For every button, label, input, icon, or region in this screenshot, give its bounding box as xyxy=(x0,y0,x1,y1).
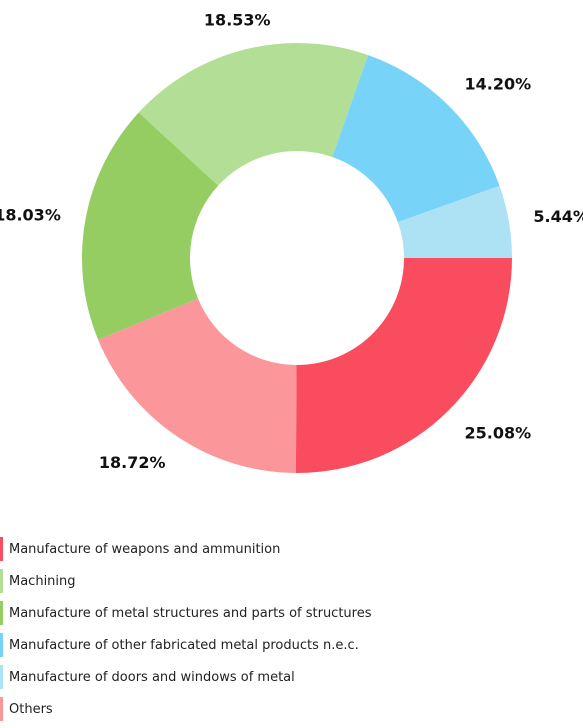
legend-swatch xyxy=(0,569,3,593)
legend-label: Manufacture of weapons and ammunition xyxy=(9,541,281,557)
legend-item: Manufacture of doors and windows of meta… xyxy=(0,665,583,689)
legend-item: Machining xyxy=(0,569,583,593)
legend-label: Machining xyxy=(9,573,76,589)
legend-item: Manufacture of other fabricated metal pr… xyxy=(0,633,583,657)
donut-slice xyxy=(295,258,512,473)
legend-swatch xyxy=(0,537,3,561)
slice-percent-label: 18.53% xyxy=(204,10,271,29)
legend-item: Others xyxy=(0,697,583,721)
legend-label: Manufacture of other fabricated metal pr… xyxy=(9,637,359,653)
donut-chart: 25.08% 18.72% 18.03% 18.53% 14.20% 5.44% xyxy=(0,10,583,473)
legend-label: Manufacture of metal structures and part… xyxy=(9,605,372,621)
slice-percent-label: 5.44% xyxy=(533,207,583,226)
donut-slice-labels: 25.08% 18.72% 18.03% 18.53% 14.20% 5.44% xyxy=(0,10,583,472)
donut-slice xyxy=(138,42,369,186)
legend-swatch xyxy=(0,697,3,721)
donut-slice xyxy=(98,298,297,473)
donut-slices xyxy=(81,42,512,473)
donut-slice xyxy=(81,112,219,340)
legend-label: Others xyxy=(9,701,53,717)
legend-item: Manufacture of metal structures and part… xyxy=(0,601,583,625)
legend-swatch xyxy=(0,601,3,625)
slice-percent-label: 25.08% xyxy=(465,423,532,442)
legend-swatch xyxy=(0,633,3,657)
slice-percent-label: 14.20% xyxy=(465,75,532,94)
donut-slice xyxy=(397,185,512,258)
legend-swatch xyxy=(0,665,3,689)
slice-percent-label: 18.03% xyxy=(0,206,61,225)
donut-slice xyxy=(332,55,500,223)
donut-chart-svg: 25.08% 18.72% 18.03% 18.53% 14.20% 5.44% xyxy=(0,10,583,473)
legend-item: Manufacture of weapons and ammunition xyxy=(0,537,583,561)
chart-legend: Manufacture of weapons and ammunition Mac… xyxy=(0,537,583,728)
slice-percent-label: 18.72% xyxy=(99,453,166,472)
legend-label: Manufacture of doors and windows of meta… xyxy=(9,669,295,685)
